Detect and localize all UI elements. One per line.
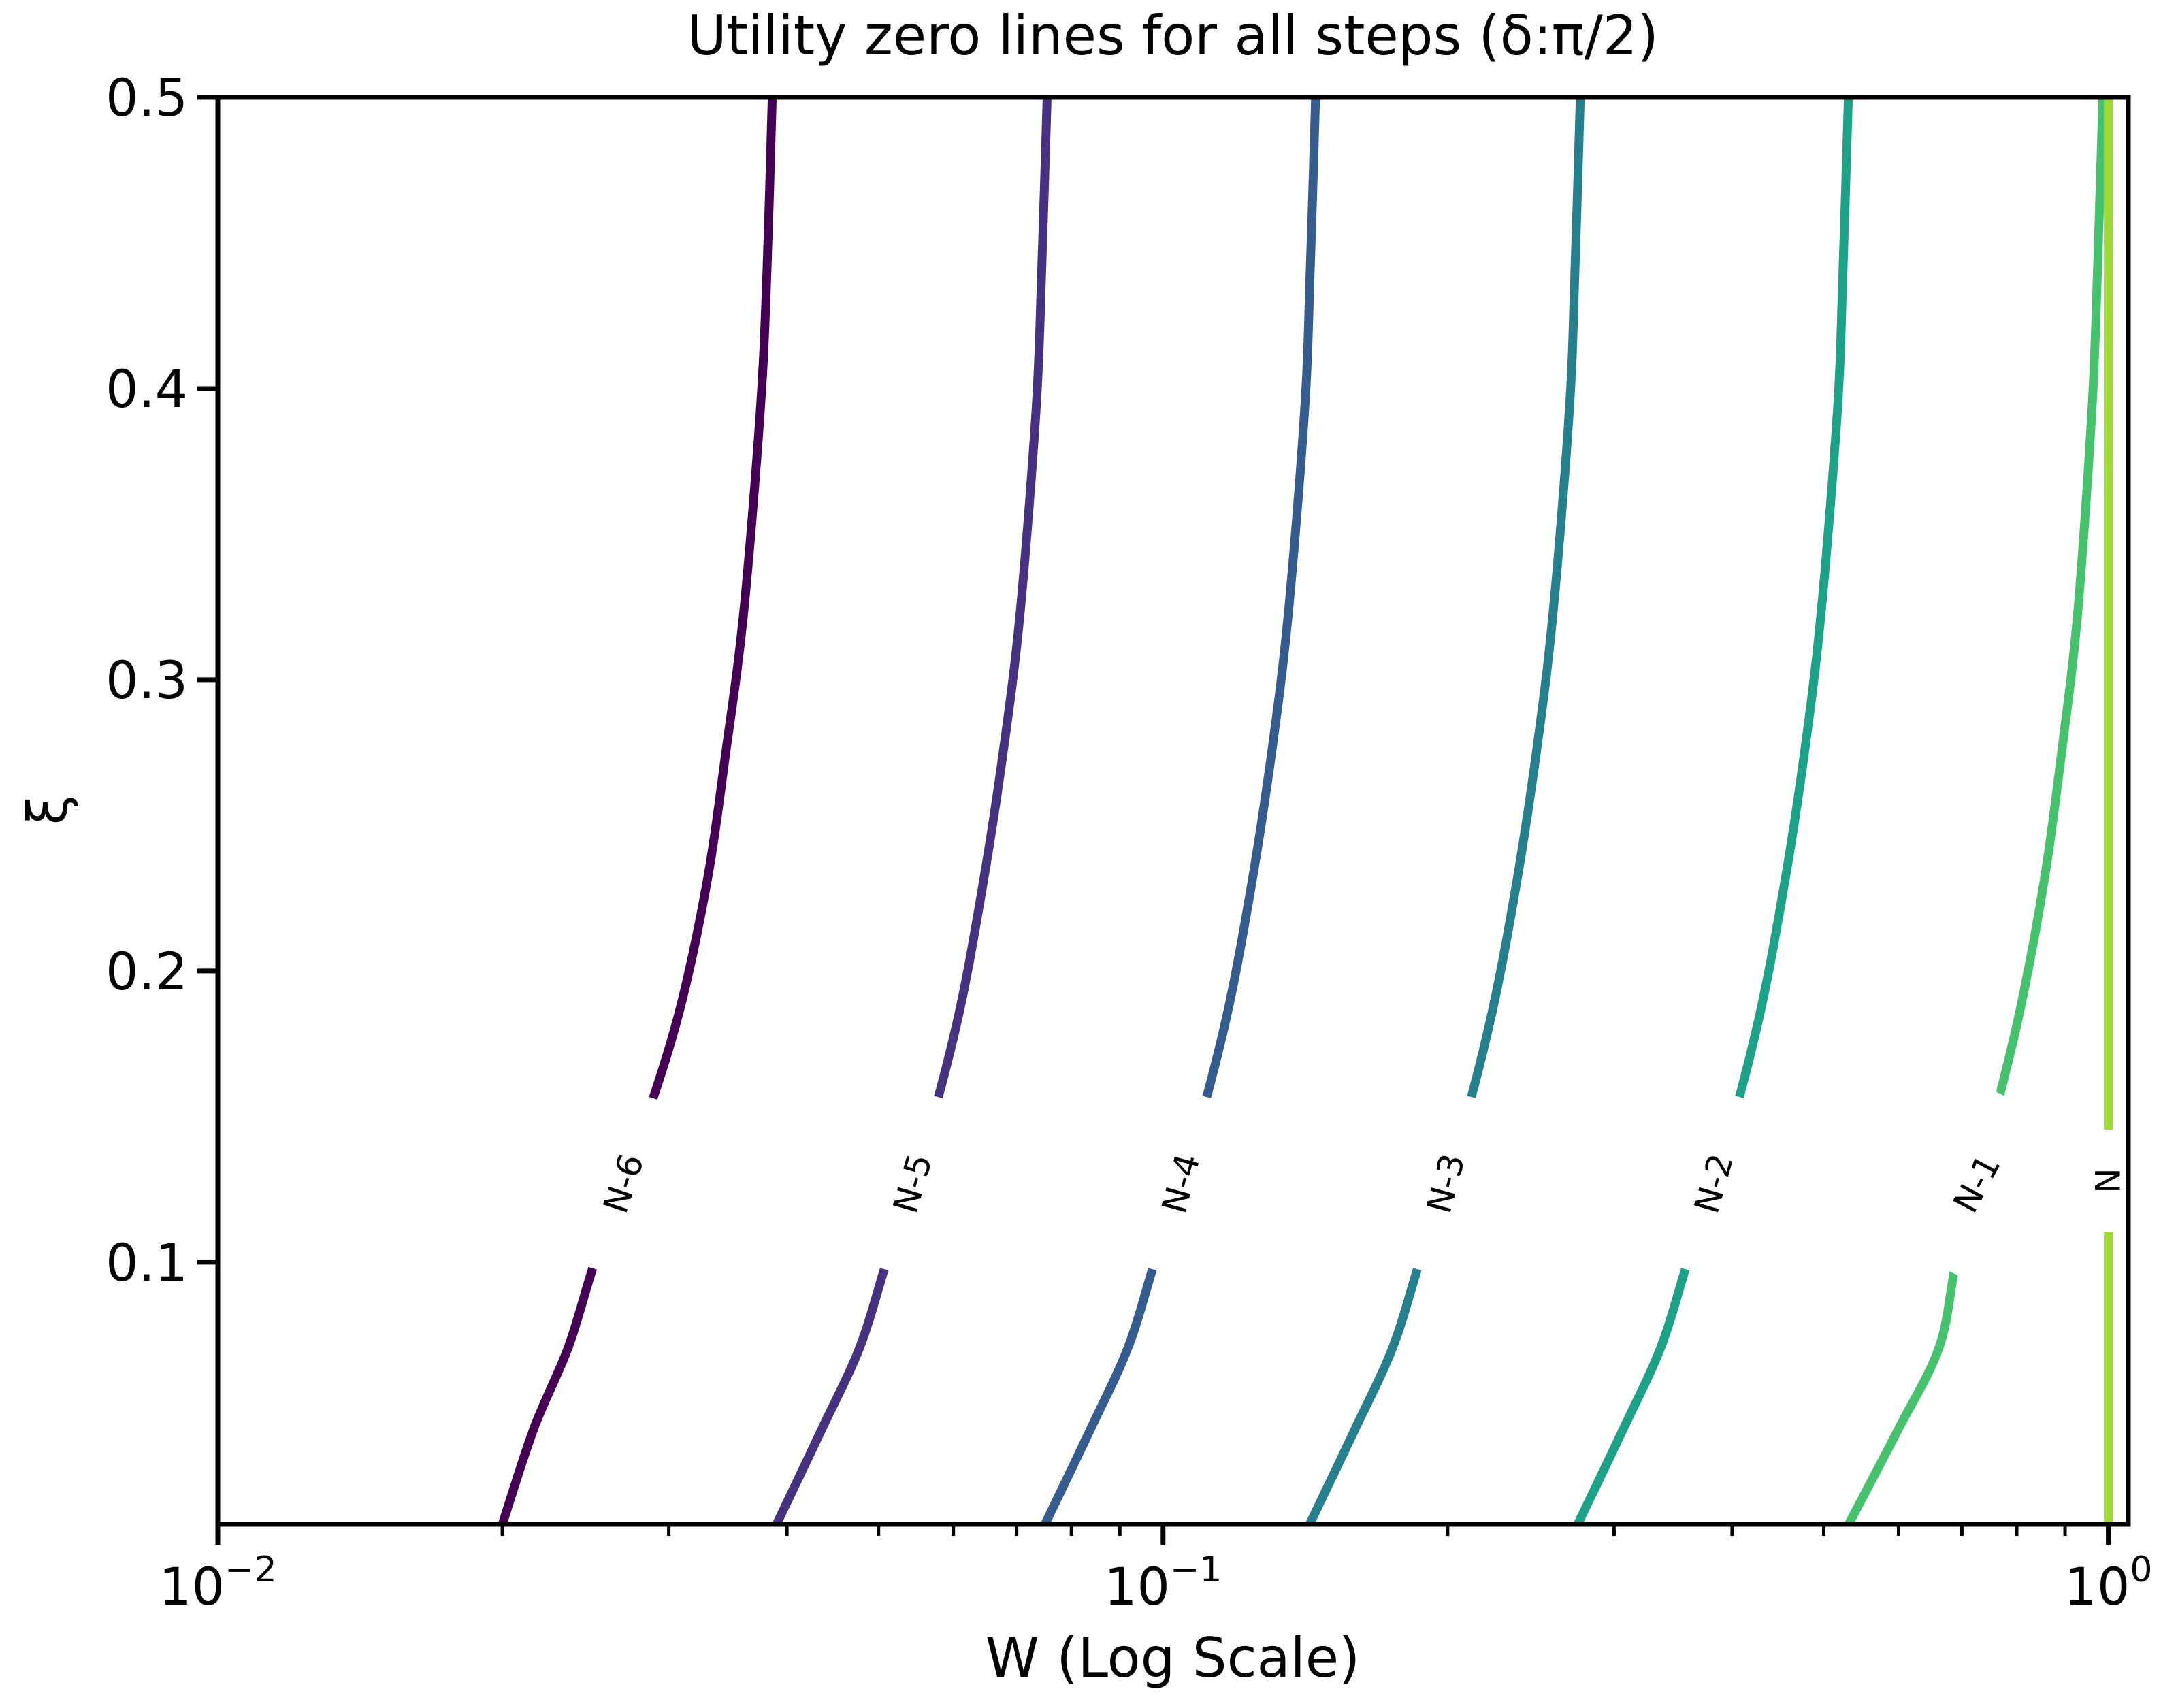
contour-label-gap-N: [2079, 1130, 2137, 1232]
contour-line-N-4: [1041, 97, 1320, 1526]
y-axis-label: ξ: [16, 795, 80, 825]
contour-labels-layer: N-6 N-5 N-4 N-3 N-2 N-1 N: [568, 1089, 2137, 1279]
contour-line-N-1: [1845, 97, 2108, 1527]
contour-line-N-5: [773, 97, 1052, 1526]
y-tick-label: 0.2: [105, 941, 188, 1002]
contour-label-gap-N-5: [860, 1089, 966, 1279]
y-tick-label: 0.4: [105, 359, 188, 419]
contour-label-gap-N-6: [568, 1089, 679, 1279]
axes-layer: [215, 95, 2131, 1527]
contour-lines-layer: [498, 97, 2113, 1527]
y-tick-label: 0.1: [105, 1232, 188, 1293]
contour-label-gap-N-4: [1130, 1089, 1233, 1279]
contour-line-N-3: [1305, 97, 1585, 1526]
ticks-layer: [197, 95, 2111, 1545]
chart-title: Utility zero lines for all steps (δ:π/2): [687, 4, 1659, 67]
tick-labels-layer: 10−2 10−1 100 0.5 0.4 0.3 0.2 0.1: [105, 67, 2152, 1617]
x-axis-label: W (Log Scale): [986, 1626, 1361, 1690]
contour-line-N-6: [498, 97, 777, 1526]
contour-label-gap-N-1: [1909, 1090, 2045, 1277]
x-tick-label: 100: [2064, 1549, 2153, 1617]
x-tick-label: 10−1: [1104, 1549, 1222, 1617]
y-tick-label: 0.3: [105, 650, 188, 710]
contour-label-gap-N-2: [1661, 1089, 1767, 1279]
contour-label-N: N: [2089, 1168, 2128, 1193]
y-tick-label: 0.5: [105, 67, 188, 128]
contour-line-N-2: [1574, 97, 1853, 1526]
x-tick-label: 10−2: [159, 1549, 276, 1617]
contour-label-gap-N-3: [1395, 1089, 1497, 1279]
plot-border: [215, 95, 2131, 1527]
